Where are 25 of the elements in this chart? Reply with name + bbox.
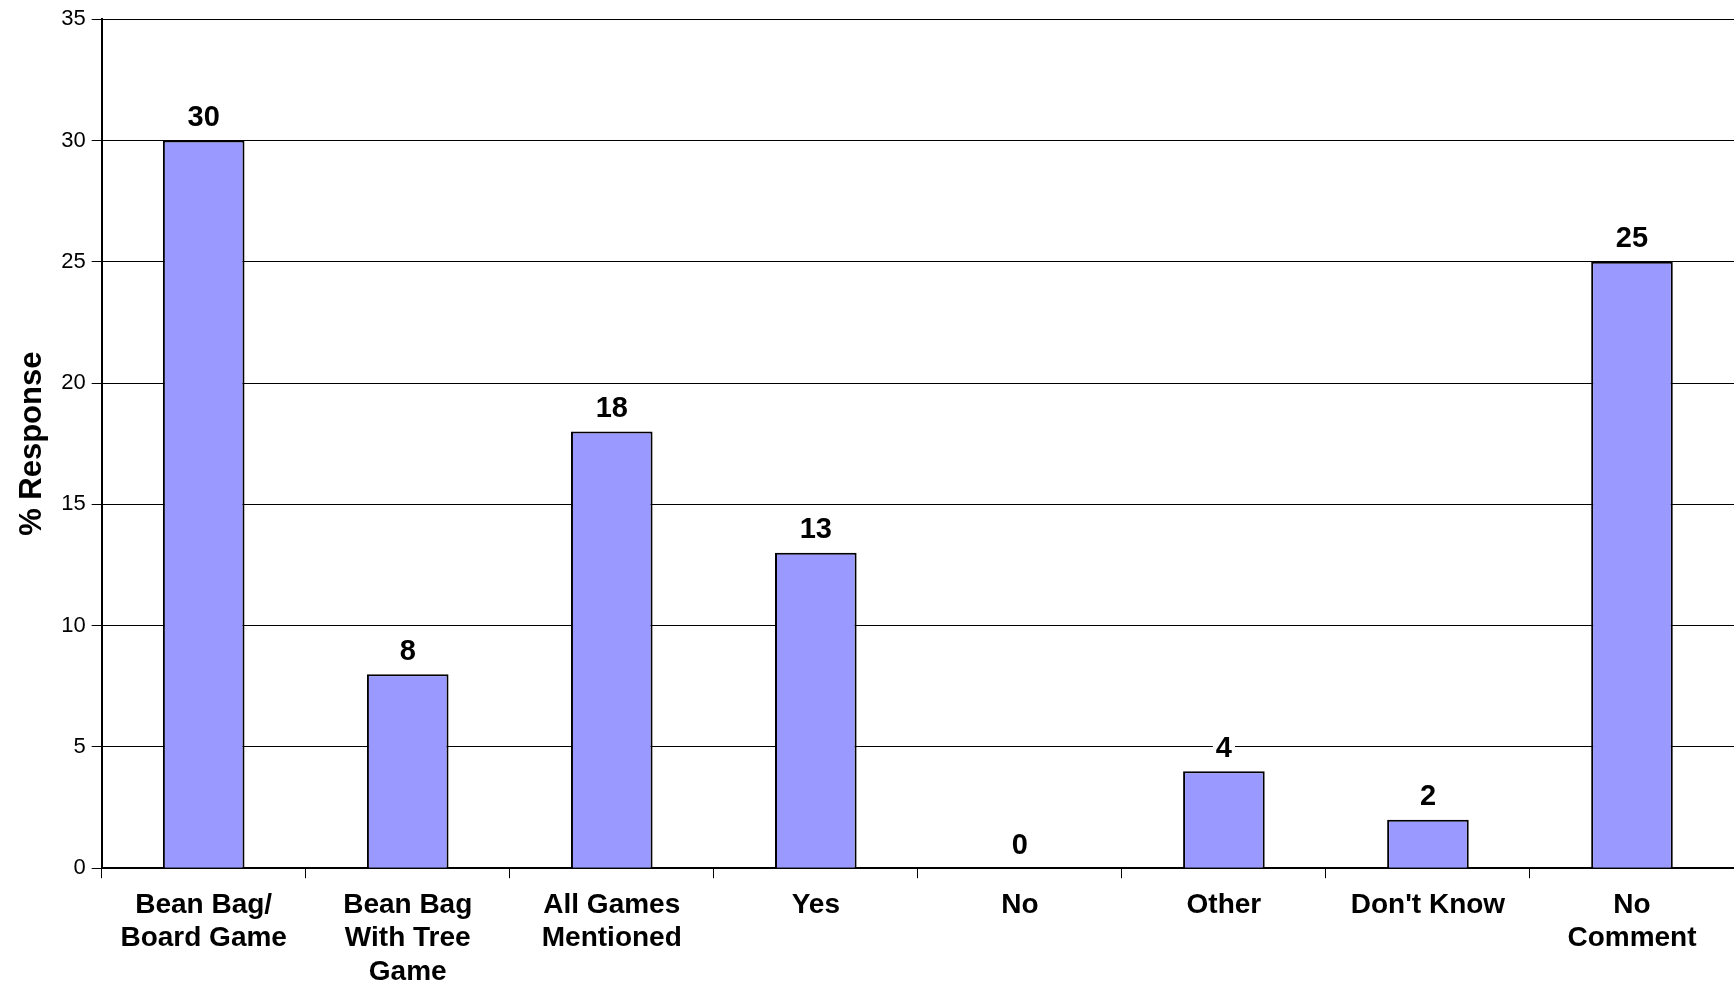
y-tick-label: 30 — [61, 126, 86, 152]
y-tick-label: 35 — [61, 5, 86, 31]
y-tick-label: 5 — [73, 732, 86, 758]
data-label: 4 — [1215, 730, 1232, 763]
y-tick-label: 0 — [73, 854, 86, 880]
data-label: 0 — [1011, 827, 1028, 860]
data-label: 30 — [187, 99, 220, 132]
x-tick-label: Don't Know — [1350, 887, 1506, 919]
data-label: 2 — [1419, 779, 1437, 812]
data-label: 25 — [1615, 221, 1649, 254]
x-tick-label: Yes — [791, 887, 840, 919]
y-tick-label: 20 — [61, 369, 86, 395]
data-label: 8 — [399, 633, 416, 666]
y-tick-label: 10 — [61, 611, 86, 637]
x-tick-label: No Comment — [1567, 887, 1697, 953]
y-tick-label: 15 — [61, 490, 86, 516]
data-label: 18 — [595, 391, 628, 424]
y-tick-label: 25 — [61, 247, 86, 273]
x-tick-label: Other — [1186, 887, 1262, 919]
data-label: 13 — [799, 512, 832, 545]
x-tick-label: Bean Bag/ Board Game — [120, 887, 287, 953]
x-tick-label: No — [1001, 887, 1039, 919]
x-tick-label: Bean Bag With Tree Game — [343, 887, 473, 986]
x-tick-label: All Games Mentioned — [541, 887, 682, 953]
y-axis-title: % Response — [13, 351, 49, 536]
